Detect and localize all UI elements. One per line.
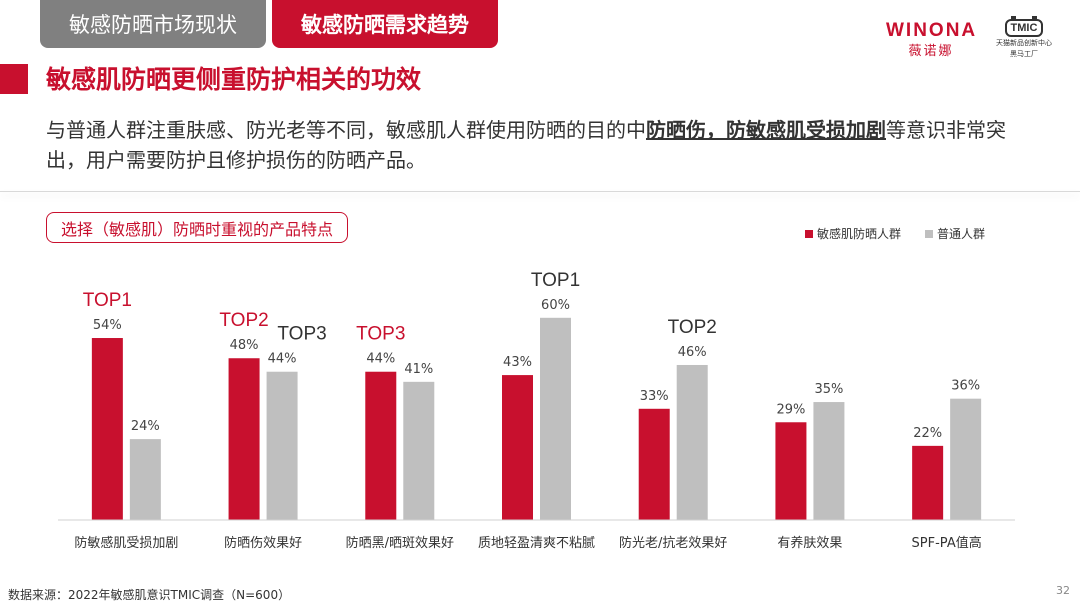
data-label: 29% (776, 402, 805, 417)
rank-annotation: TOP3 (356, 324, 405, 345)
legend-item-normal: 普通人群 (925, 225, 985, 242)
bar-sensitive (775, 422, 807, 520)
bar-sensitive (502, 375, 533, 520)
data-label: 36% (951, 379, 980, 394)
data-label: 44% (366, 352, 395, 367)
bar-sensitive (638, 408, 670, 520)
bar-normal (950, 398, 982, 520)
winona-logo: WINONA 薇诺娜 (886, 20, 976, 59)
bar-normal (540, 317, 571, 520)
legend-swatch-normal (925, 229, 933, 238)
rank-annotation: TOP2 (219, 310, 268, 331)
tmic-logo-sub2: 黑马工厂 (1010, 50, 1038, 58)
bar-normal (129, 439, 161, 520)
bar-sensitive (91, 338, 123, 520)
summary-highlight: 防晒伤，防敏感肌受损加剧 (646, 118, 886, 142)
data-source-note: 数据来源：2022年敏感肌意识TMIC调查（N=600） (8, 588, 291, 602)
tab-label: 敏感防晒需求趋势 (301, 13, 469, 37)
bar-normal (813, 402, 845, 520)
bar-sensitive (228, 358, 260, 520)
x-tick-label: 有养肤效果 (777, 535, 842, 551)
x-tick-label: 防光老/抗老效果好 (619, 535, 727, 551)
summary-paragraph: 与普通人群注重肤感、防光老等不同，敏感肌人群使用防晒的目的中防晒伤，防敏感肌受损… (46, 115, 1036, 175)
data-label: 54% (93, 318, 122, 333)
legend-label-normal: 普通人群 (937, 227, 986, 241)
winona-logo-en: WINONA (886, 20, 978, 41)
tab-market-status[interactable]: 敏感防晒市场现状 (40, 0, 266, 48)
x-tick-label: SPF-PA值高 (912, 535, 982, 551)
data-label: 24% (131, 419, 160, 434)
section-divider (0, 191, 1080, 192)
legend-swatch-sensitive (805, 229, 813, 238)
data-label: 44% (268, 352, 297, 367)
heading-accent-bar (0, 64, 28, 94)
bar-normal (676, 364, 708, 520)
chart-title: 选择（敏感肌）防晒时重视的产品特点 (46, 212, 349, 243)
tmic-logo-mark: TMIC (1004, 16, 1044, 37)
bar-sensitive (912, 445, 944, 520)
tab-label: 敏感防晒市场现状 (69, 13, 237, 37)
summary-text-before: 与普通人群注重肤感、防光老等不同，敏感肌人群使用防晒的目的中 (46, 118, 646, 142)
tmic-logo: TMIC 天猫新品创新中心 黑马工厂 (984, 16, 1064, 59)
bar-sensitive (365, 371, 397, 520)
data-label: 46% (678, 345, 707, 360)
data-label: 41% (404, 362, 433, 377)
data-label: 33% (640, 389, 669, 404)
data-label: 43% (503, 355, 532, 370)
legend-item-sensitive: 敏感肌防晒人群 (805, 225, 901, 242)
data-label: 35% (814, 382, 843, 397)
x-tick-label: 防晒伤效果好 (224, 535, 302, 551)
page-number: 32 (1056, 584, 1070, 597)
winona-logo-cn: 薇诺娜 (908, 44, 954, 59)
rank-annotation: TOP1 (83, 290, 132, 311)
legend-label-sensitive: 敏感肌防晒人群 (817, 227, 902, 241)
x-tick-label: 质地轻盈清爽不粘腻 (478, 536, 595, 551)
rank-annotation: TOP2 (668, 317, 717, 338)
data-label: 60% (541, 298, 570, 313)
tmic-logo-sub1: 天猫新品创新中心 (996, 39, 1052, 47)
summary-text-after: 等意识非常突出，用户需要防护且修护损伤的防晒产品。 (46, 118, 1006, 172)
x-tick-label: 防敏感肌受损加剧 (74, 535, 178, 551)
bar-normal (266, 371, 298, 520)
x-tick-label: 防晒黑/晒斑效果好 (346, 535, 454, 551)
rank-annotation: TOP3 (277, 324, 326, 345)
page-title: 敏感肌防晒更侧重防护相关的功效 (46, 65, 422, 94)
bar-normal (403, 381, 435, 520)
tab-demand-trend[interactable]: 敏感防晒需求趋势 (272, 0, 498, 48)
data-label: 48% (230, 338, 259, 353)
data-label: 22% (913, 426, 942, 441)
rank-annotation: TOP1 (531, 270, 580, 291)
